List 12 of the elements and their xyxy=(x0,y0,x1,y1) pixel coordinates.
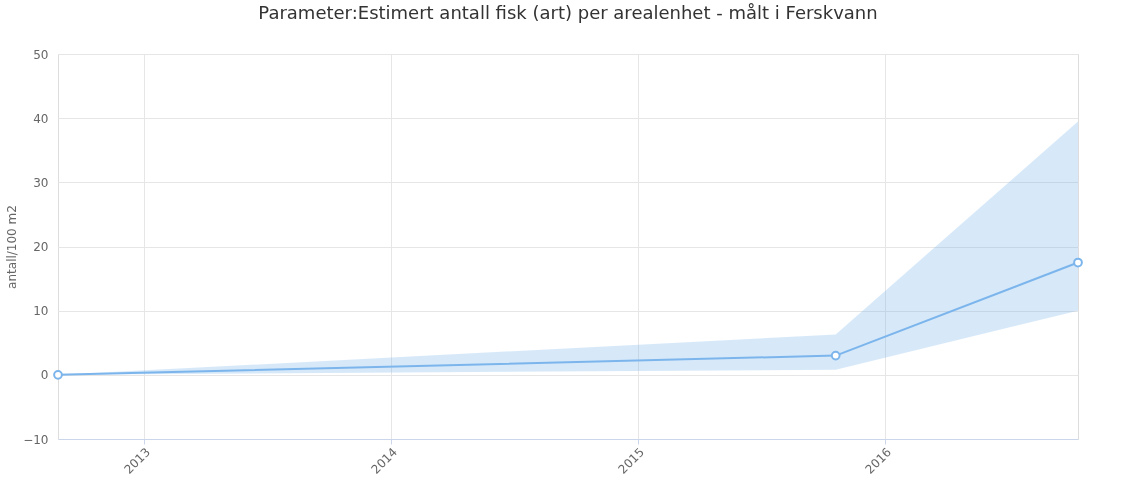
y-tick-label: 30 xyxy=(33,175,49,190)
y-tick-label: 20 xyxy=(33,240,49,254)
y-axis-title: antall/100 m2 xyxy=(5,205,20,289)
y-tick-label: 0 xyxy=(40,368,49,383)
point xyxy=(53,369,63,380)
y-tick-label: −10 xyxy=(23,432,49,447)
point xyxy=(830,350,841,361)
chart-title: Parameter:Estimert antall fisk (art) per arealenhet - målt i Ferskvann xyxy=(258,2,878,23)
y-tick-label: 50 xyxy=(33,47,49,62)
y-tick-label: 40 xyxy=(33,111,49,126)
point xyxy=(1073,257,1083,268)
y-tick-label: 10 xyxy=(33,304,49,319)
